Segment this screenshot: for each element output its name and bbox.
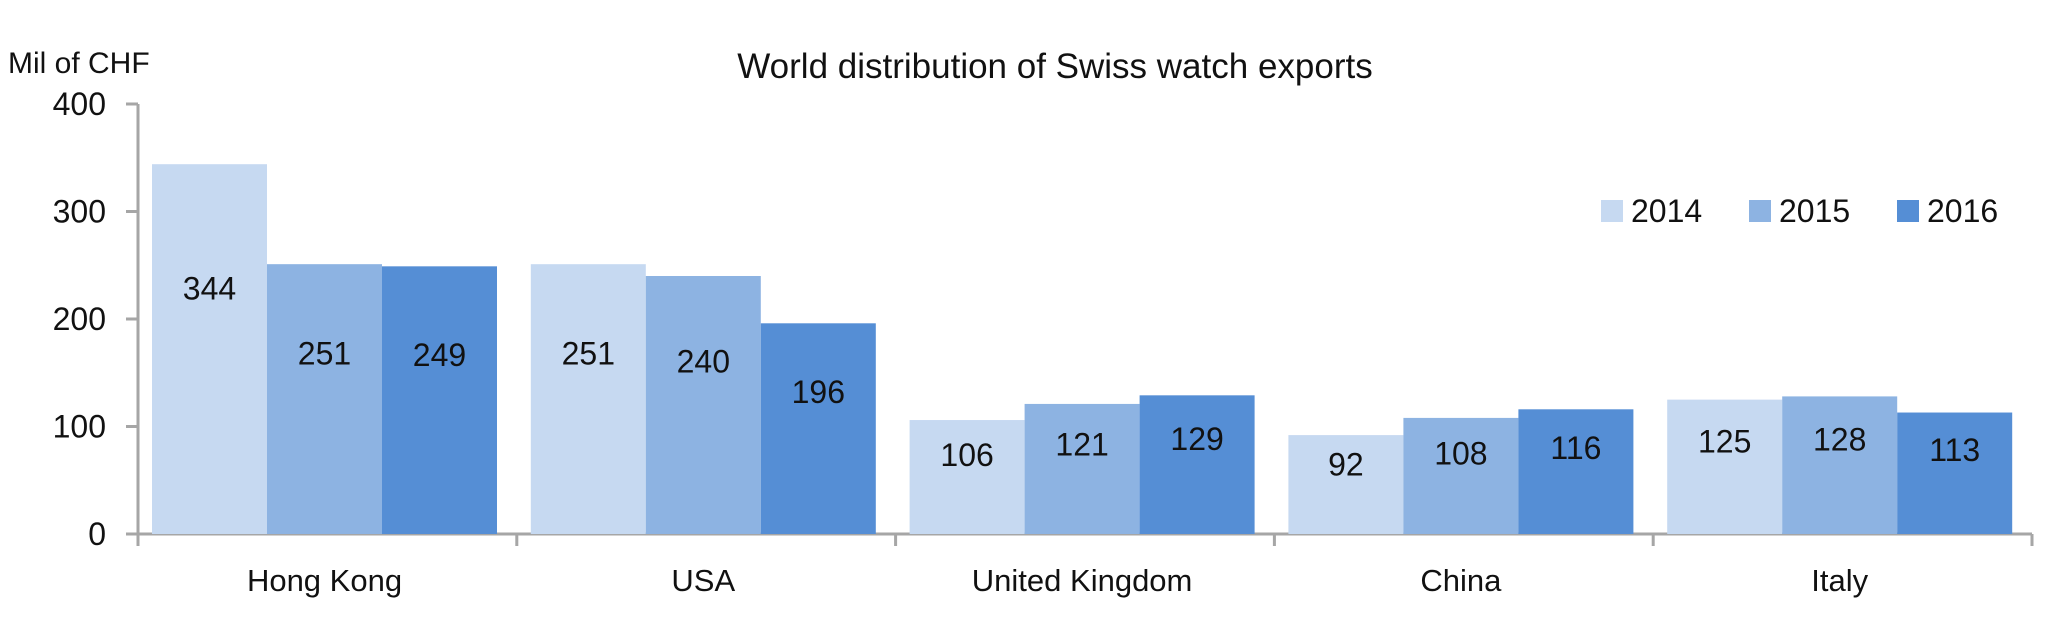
legend-swatch	[1601, 200, 1623, 222]
data-label: 121	[1055, 426, 1108, 462]
legend-label: 2016	[1927, 193, 1998, 229]
legend-label: 2014	[1631, 193, 1702, 229]
bar	[530, 264, 646, 534]
bar	[267, 264, 382, 534]
bar	[152, 164, 267, 534]
legend-item: 2016	[1897, 193, 1998, 229]
data-label: 128	[1813, 422, 1866, 458]
bars	[152, 164, 2013, 534]
bar	[1403, 417, 1519, 534]
data-label: 251	[562, 336, 615, 372]
legend-swatch	[1897, 200, 1919, 222]
data-label: 116	[1550, 430, 1601, 466]
data-label: 251	[298, 336, 351, 372]
data-label: 92	[1328, 447, 1364, 483]
data-label: 125	[1698, 424, 1751, 460]
bar	[1139, 395, 1255, 534]
bar	[1782, 396, 1898, 534]
y-axis: 0 100 200 300 400	[53, 86, 140, 552]
category-label: United Kingdom	[972, 563, 1193, 598]
bar	[760, 323, 876, 534]
category-label: USA	[671, 563, 735, 598]
legend-swatch	[1749, 200, 1771, 222]
data-label: 129	[1170, 421, 1223, 457]
bar	[1288, 435, 1404, 534]
x-axis: Hong Kong USA United Kingdom China Italy	[136, 532, 2034, 598]
bar	[1897, 412, 2013, 534]
legend-item: 2014	[1601, 193, 1702, 229]
category-label: Italy	[1811, 563, 1868, 598]
data-label: 344	[183, 271, 236, 307]
category-label: China	[1420, 563, 1502, 598]
data-label: 113	[1929, 432, 1980, 468]
chart-title: World distribution of Swiss watch export…	[737, 47, 1372, 86]
legend-item: 2015	[1749, 193, 1850, 229]
category-label: Hong Kong	[247, 563, 402, 598]
y-tick-label: 200	[53, 301, 106, 337]
y-tick-label: 300	[53, 194, 106, 230]
data-label: 249	[413, 337, 466, 373]
y-tick-label: 100	[53, 409, 106, 445]
value-labels: 344 251 106 92 125 251 240 121 108 128 249 196 129 11…	[183, 271, 1980, 483]
data-label: 240	[677, 343, 730, 379]
bar	[909, 420, 1025, 534]
data-label: 196	[792, 374, 845, 410]
bar	[382, 266, 497, 534]
bar	[1667, 399, 1783, 534]
legend-label: 2015	[1779, 193, 1850, 229]
bar	[1518, 409, 1634, 534]
data-label: 108	[1434, 436, 1487, 472]
bar	[645, 276, 761, 534]
legend: 2014 2015 2016	[1601, 193, 1998, 229]
y-axis-unit-label: Mil of CHF	[8, 47, 150, 80]
data-label: 106	[940, 437, 993, 473]
y-tick-label: 400	[53, 86, 106, 122]
bar	[1024, 403, 1140, 534]
y-tick-label: 0	[88, 516, 106, 552]
